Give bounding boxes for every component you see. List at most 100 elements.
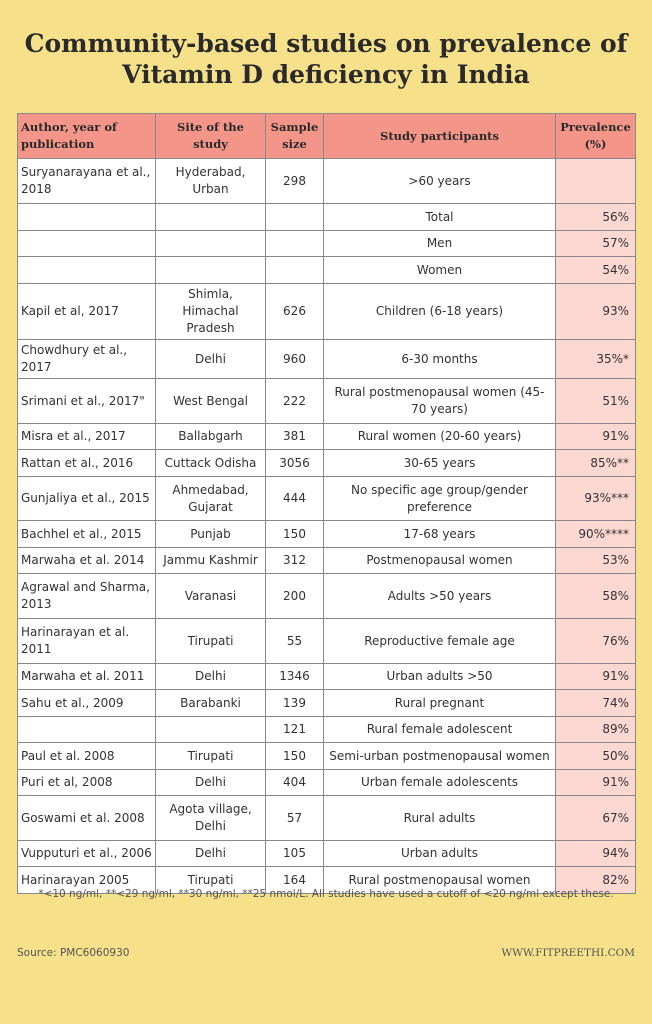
cell-author: Kapil et al, 2017 xyxy=(17,283,156,340)
table-row: Srimani et al., 2017" West Bengal 222 Rural… xyxy=(17,378,636,424)
cell-sample-size: 1346 xyxy=(265,663,324,690)
table-row: Marwaha et al. 2011 Delhi 1346 Urban adults… xyxy=(17,663,636,690)
cell-prevalence: 54% xyxy=(555,256,636,284)
table-header-row: Author, year of publication Site of the … xyxy=(17,113,636,159)
cell-site: Tirupati xyxy=(155,742,266,770)
cell-site: Jammu Kashmir xyxy=(155,547,266,574)
cell-author: Suryanarayana et al., 2018 xyxy=(17,158,156,204)
cell-site: Barabanki xyxy=(155,689,266,717)
cell-prevalence: 56% xyxy=(555,203,636,231)
cell-sample-size: 150 xyxy=(265,742,324,770)
cell-sample-size xyxy=(265,256,324,284)
cell-prevalence: 50% xyxy=(555,742,636,770)
cell-sample-size: 150 xyxy=(265,520,324,548)
cell-participants: Rural female adolescent xyxy=(323,716,556,743)
cell-site: Delhi xyxy=(155,339,266,379)
cell-sample-size: 200 xyxy=(265,573,324,619)
cell-participants: Reproductive female age xyxy=(323,618,556,664)
table-row: Goswami et al. 2008 Agota village, Delhi 5… xyxy=(17,795,636,841)
cell-prevalence: 67% xyxy=(555,795,636,841)
cell-participants: Urban adults xyxy=(323,840,556,867)
cell-sample-size: 381 xyxy=(265,423,324,450)
header-author: Author, year of publication xyxy=(17,113,156,159)
cell-participants: Postmenopausal women xyxy=(323,547,556,574)
cell-prevalence: 74% xyxy=(555,689,636,717)
cell-site: Delhi xyxy=(155,769,266,796)
cell-sample-size: 312 xyxy=(265,547,324,574)
title-line-2: Vitamin D deficiency in India xyxy=(122,60,530,89)
table-row: Women 54% xyxy=(17,256,636,284)
table-row: Harinarayan et al. 2011 Tirupati 55 Reprodu… xyxy=(17,618,636,664)
cell-sample-size: 3056 xyxy=(265,449,324,477)
cell-prevalence: 57% xyxy=(555,230,636,257)
cell-site: Delhi xyxy=(155,663,266,690)
table-row: Paul et al. 2008 Tirupati 150 Semi-urban po… xyxy=(17,742,636,770)
cell-prevalence: 58% xyxy=(555,573,636,619)
cell-participants: Rural women (20-60 years) xyxy=(323,423,556,450)
cell-prevalence: 91% xyxy=(555,423,636,450)
cell-sample-size: 121 xyxy=(265,716,324,743)
cell-prevalence: 91% xyxy=(555,663,636,690)
table-row: Puri et al, 2008 Delhi 404 Urban female ado… xyxy=(17,769,636,796)
cell-prevalence: 35%* xyxy=(555,339,636,379)
cell-site: West Bengal xyxy=(155,378,266,424)
cell-author: Chowdhury et al., 2017 xyxy=(17,339,156,379)
cell-participants: 6-30 months xyxy=(323,339,556,379)
header-participants: Study participants xyxy=(323,113,556,159)
table-row: Marwaha et al. 2014 Jammu Kashmir 312 Postm… xyxy=(17,547,636,574)
cell-participants: Total xyxy=(323,203,556,231)
cell-author: Marwaha et al. 2011 xyxy=(17,663,156,690)
cell-site: Varanasi xyxy=(155,573,266,619)
cell-participants: Men xyxy=(323,230,556,257)
table-row: Vupputuri et al., 2006 Delhi 105 Urban adul… xyxy=(17,840,636,867)
cell-prevalence xyxy=(555,158,636,204)
cell-prevalence: 82% xyxy=(555,866,636,894)
table-row: Chowdhury et al., 2017 Delhi 960 6-30 month… xyxy=(17,339,636,379)
cell-author: Agrawal and Sharma, 2013 xyxy=(17,573,156,619)
cell-prevalence: 90%**** xyxy=(555,520,636,548)
cell-site: Ballabgarh xyxy=(155,423,266,450)
cell-site xyxy=(155,230,266,257)
cell-participants: Urban adults >50 xyxy=(323,663,556,690)
cell-participants: No specific age group/gender preference xyxy=(323,476,556,521)
page-title: Community-based studies on prevalence of… xyxy=(0,28,652,90)
cell-participants: Adults >50 years xyxy=(323,573,556,619)
cell-prevalence: 93% xyxy=(555,283,636,340)
cell-prevalence: 76% xyxy=(555,618,636,664)
table-row: Rattan et al., 2016 Cuttack Odisha 3056 30-… xyxy=(17,449,636,477)
header-prevalence: Prevalence (%) xyxy=(555,113,636,159)
cell-author xyxy=(17,230,156,257)
cell-author: Paul et al. 2008 xyxy=(17,742,156,770)
cell-author: Gunjaliya et al., 2015 xyxy=(17,476,156,521)
header-sample-size: Sample size xyxy=(265,113,324,159)
cell-site: Tirupati xyxy=(155,618,266,664)
cell-author: Bachhel et al., 2015 xyxy=(17,520,156,548)
cell-site: Delhi xyxy=(155,840,266,867)
cell-sample-size: 57 xyxy=(265,795,324,841)
cell-site xyxy=(155,203,266,231)
cell-site: Agota village, Delhi xyxy=(155,795,266,841)
footnote: *<10 ng/ml, **<29 ng/ml, **30 ng/ml, **2… xyxy=(38,888,614,900)
cell-participants: Rural postmenopausal women (45-70 years) xyxy=(323,378,556,424)
cell-participants: 17-68 years xyxy=(323,520,556,548)
cell-sample-size: 55 xyxy=(265,618,324,664)
cell-author: Marwaha et al. 2014 xyxy=(17,547,156,574)
table-row: Harinarayan 2005 Tirupati 164 Rural postmen… xyxy=(17,866,636,894)
table-row: 121 Rural female adolescent 89% xyxy=(17,716,636,743)
cell-sample-size: 404 xyxy=(265,769,324,796)
cell-participants: Rural pregnant xyxy=(323,689,556,717)
cell-participants: 30-65 years xyxy=(323,449,556,477)
cell-author: Vupputuri et al., 2006 xyxy=(17,840,156,867)
cell-site: Shimla, Himachal Pradesh xyxy=(155,283,266,340)
table-row: Gunjaliya et al., 2015 Ahmedabad, Gujarat… xyxy=(17,476,636,521)
cell-author: Misra et al., 2017 xyxy=(17,423,156,450)
cell-sample-size: 222 xyxy=(265,378,324,424)
cell-sample-size: 139 xyxy=(265,689,324,717)
cell-sample-size xyxy=(265,203,324,231)
cell-prevalence: 94% xyxy=(555,840,636,867)
website-label: WWW.FITPREETHI.COM xyxy=(501,947,635,959)
table-row: Total 56% xyxy=(17,203,636,231)
table-row: Agrawal and Sharma, 2013 Varanasi 200 Adult… xyxy=(17,573,636,619)
cell-author xyxy=(17,256,156,284)
cell-author: Goswami et al. 2008 xyxy=(17,795,156,841)
